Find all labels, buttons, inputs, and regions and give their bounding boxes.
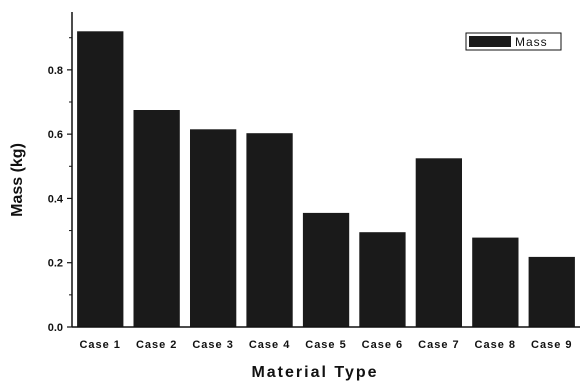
legend-swatch <box>469 36 511 47</box>
bar-1 <box>77 31 124 328</box>
y-tick-label-4: 0.6 <box>48 129 63 141</box>
x-ticks-group: Case 1 Case 2 Case 3 Case 4 Case 5 Case 6 Case… <box>79 339 572 351</box>
legend: Mass <box>465 32 562 51</box>
bar-2 <box>133 110 180 327</box>
x-tick-label-3: Case 3 <box>192 339 233 351</box>
bar-6 <box>359 232 406 327</box>
y-axis-title: Mass (kg) <box>9 143 26 217</box>
bar-7 <box>415 158 462 328</box>
x-tick-label-7: Case 7 <box>418 339 459 351</box>
y-ticks-group: 0.0 0.2 0.4 0.6 0.8 <box>48 37 72 334</box>
x-tick-label-1: Case 1 <box>79 339 120 351</box>
x-tick-label-6: Case 6 <box>362 339 403 351</box>
bar-4 <box>246 133 293 327</box>
bars-group <box>77 31 575 328</box>
legend-label: Mass <box>515 35 548 49</box>
x-tick-label-5: Case 5 <box>305 339 346 351</box>
bar-9 <box>528 256 575 327</box>
x-axis-title: Material Type <box>251 364 378 381</box>
y-tick-label-1: 0.0 <box>48 322 63 334</box>
axes-group <box>71 12 580 328</box>
x-tick-label-9: Case 9 <box>531 339 572 351</box>
x-tick-label-2: Case 2 <box>136 339 177 351</box>
y-tick-label-3: 0.4 <box>48 193 64 205</box>
bar-8 <box>472 237 519 327</box>
x-tick-label-4: Case 4 <box>249 339 290 351</box>
y-tick-label-5: 0.8 <box>48 65 63 77</box>
x-tick-label-8: Case 8 <box>475 339 516 351</box>
y-tick-label-2: 0.2 <box>48 258 63 270</box>
bar-5 <box>302 212 350 327</box>
bar-3 <box>190 129 237 327</box>
